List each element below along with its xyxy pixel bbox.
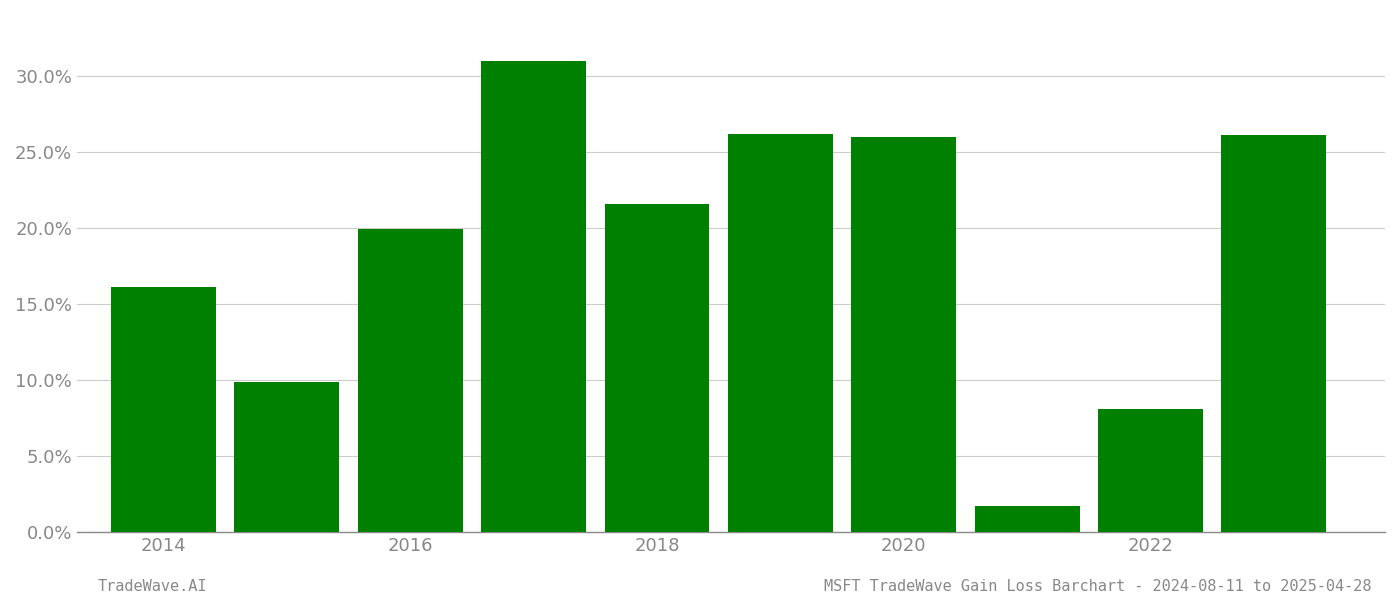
Bar	[111, 287, 216, 532]
Bar	[851, 137, 956, 532]
Bar	[358, 229, 462, 532]
Bar	[234, 382, 339, 532]
Bar	[1098, 409, 1203, 532]
Bar	[605, 203, 710, 532]
Bar	[974, 506, 1079, 532]
Bar	[1221, 135, 1326, 532]
Text: MSFT TradeWave Gain Loss Barchart - 2024-08-11 to 2025-04-28: MSFT TradeWave Gain Loss Barchart - 2024…	[825, 579, 1372, 594]
Bar	[482, 61, 587, 532]
Bar	[728, 134, 833, 532]
Text: TradeWave.AI: TradeWave.AI	[98, 579, 207, 594]
